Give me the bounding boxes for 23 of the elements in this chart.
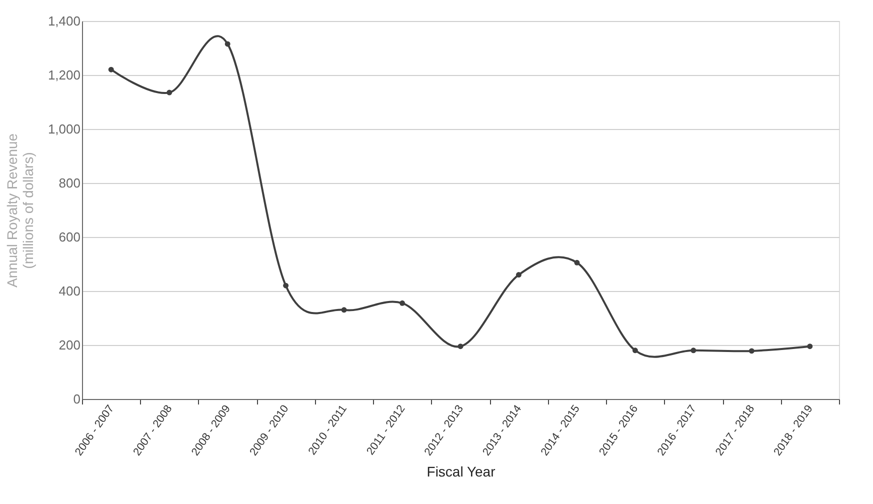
- point: [748, 348, 754, 354]
- y-tick-label: 600: [58, 230, 80, 244]
- point: [807, 344, 813, 350]
- point: [108, 66, 114, 72]
- point: [400, 300, 406, 306]
- y-tick-label: 0: [73, 392, 80, 406]
- x-axis-title: Fiscal Year: [426, 463, 496, 480]
- point: [283, 282, 289, 288]
- point: [224, 41, 230, 47]
- point: [516, 272, 522, 278]
- point: [690, 348, 696, 354]
- y-tick-label: 200: [58, 338, 80, 352]
- point: [632, 348, 638, 354]
- y-tick-label: 1,400: [48, 14, 80, 28]
- y-tick-label: 400: [58, 284, 80, 298]
- point: [166, 90, 172, 96]
- point: [574, 260, 580, 266]
- y-tick-label: 1,000: [48, 122, 80, 136]
- point: [341, 307, 347, 313]
- y-tick-label: 800: [58, 176, 80, 190]
- point: [458, 344, 464, 350]
- y-tick-label: 1,200: [48, 68, 80, 82]
- y-axis-title: Annual Royalty Revenue (millions of dollars): [4, 133, 36, 288]
